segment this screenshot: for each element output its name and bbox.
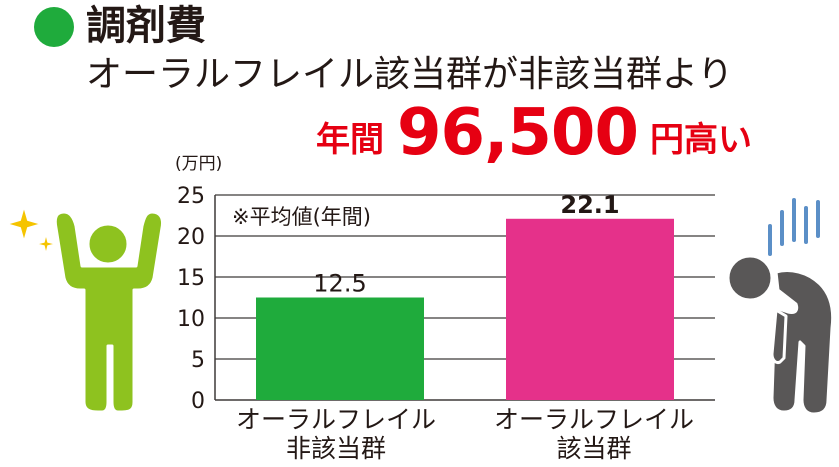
bar-value-label: 12.5 [313,270,366,298]
y-tick-label: 10 [177,307,205,332]
category-label-non-frail: オーラルフレイル 非該当群 [235,405,436,463]
highlight-number: 96,500 [397,96,639,170]
y-tick-label: 25 [177,184,205,209]
sparkle-icon [2,202,57,255]
category-label-frail: オーラルフレイル 該当群 [493,405,694,463]
highlight-prefix: 年間 [316,120,384,160]
chart-note: ※平均値(年間) [232,205,371,229]
healthy-person-icon [53,210,164,414]
y-tick-label: 20 [177,225,205,250]
y-tick-label: 15 [177,266,205,291]
gloom-lines-icon [768,198,820,256]
y-axis-unit: (万円) [175,154,223,174]
bar [256,297,424,400]
bar-value-label: 22.1 [560,191,619,219]
highlight-suffix: 円高い [650,120,752,160]
y-tick-label: 5 [191,348,205,373]
y-tick-label: 0 [191,389,205,414]
title-bullet-dot [34,7,74,47]
page-title: 調剤費 [86,3,206,49]
page-subtitle: オーラルフレイル該当群が非該当群より [86,54,734,95]
bar [506,218,674,400]
tired-person-icon [726,254,835,416]
